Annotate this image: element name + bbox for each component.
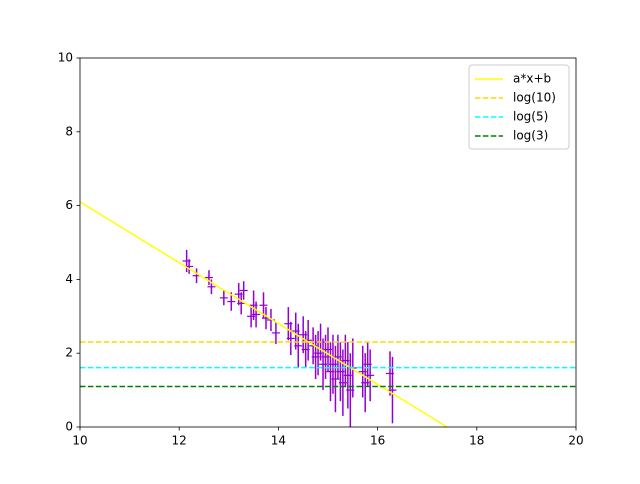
y-tick-label: 0 — [65, 420, 73, 434]
y-tick-label: 10 — [58, 51, 73, 65]
axes-frame — [79, 57, 577, 428]
x-tick-label: 18 — [469, 434, 484, 448]
x-tick-label: 10 — [72, 434, 87, 448]
legend-box — [468, 64, 570, 150]
x-tick-label: 20 — [568, 434, 583, 448]
legend-label: log(5) — [513, 110, 548, 124]
legend-label: a*x+b — [513, 72, 551, 86]
plot-area — [80, 201, 576, 427]
error-point — [204, 270, 213, 285]
x-tick-label: 14 — [271, 434, 286, 448]
y-tick-label: 8 — [65, 124, 73, 138]
error-point — [219, 290, 228, 306]
error-point — [366, 349, 375, 402]
legend-label: log(10) — [513, 91, 556, 105]
y-tick-label: 6 — [65, 198, 73, 212]
series-line — [80, 201, 448, 427]
x-tick-label: 16 — [370, 434, 385, 448]
legend-label: log(3) — [513, 129, 548, 143]
error-point — [237, 292, 246, 315]
error-point — [239, 281, 248, 300]
error-point — [271, 321, 280, 344]
error-point — [286, 321, 295, 356]
error-point — [252, 301, 261, 328]
x-tick-label: 12 — [172, 434, 187, 448]
y-tick-label: 2 — [65, 346, 73, 360]
y-tick-label: 4 — [65, 272, 73, 286]
error-point — [294, 323, 303, 368]
